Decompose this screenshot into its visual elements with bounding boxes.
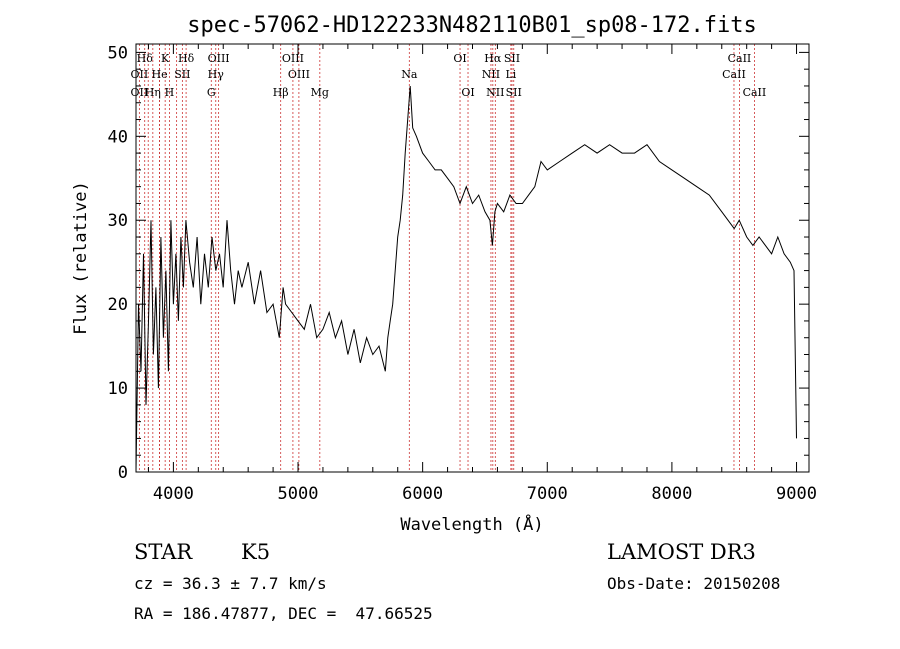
line-label: OIII xyxy=(288,68,310,81)
x-tick-label: 5000 xyxy=(278,484,319,504)
y-axis-ticks: 0 10 20 30 40 50 xyxy=(108,43,809,483)
spectral-subclass: K5 xyxy=(241,540,271,564)
line-label: SII xyxy=(506,86,522,99)
line-label: Hβ xyxy=(273,86,289,99)
line-label: OIII xyxy=(208,52,230,65)
y-tick-label: 50 xyxy=(108,43,128,63)
x-tick-label: 6000 xyxy=(402,484,443,504)
line-label: Hδ xyxy=(178,52,195,65)
line-label: OI xyxy=(461,86,474,99)
line-label: Mg xyxy=(311,86,329,99)
survey-name: LAMOST DR3 xyxy=(607,540,756,564)
line-label: H xyxy=(165,86,175,99)
x-tick-label: 4000 xyxy=(153,484,194,504)
y-tick-label: 0 xyxy=(118,463,128,483)
line-label: Hδ xyxy=(137,52,154,65)
emission-line-markers xyxy=(138,44,755,472)
line-label: Hγ xyxy=(208,68,225,81)
line-label: Hα xyxy=(484,52,502,65)
line-label: He xyxy=(152,68,168,81)
y-tick-label: 10 xyxy=(108,379,128,399)
line-label: G xyxy=(207,86,216,99)
line-label: CaII xyxy=(743,86,767,99)
x-tick-label: 8000 xyxy=(651,484,692,504)
spectrum-line xyxy=(135,85,797,473)
x-tick-label: 9000 xyxy=(776,484,817,504)
line-label: SII xyxy=(174,68,190,81)
line-label: Li xyxy=(505,68,516,81)
line-label: Na xyxy=(401,68,418,81)
line-label: SII xyxy=(504,52,520,65)
observation-date: Obs-Date: 20150208 xyxy=(607,574,781,593)
line-label: NII xyxy=(482,68,500,81)
line-label: K xyxy=(161,52,170,65)
redshift-cz: cz = 36.3 ± 7.7 km/s xyxy=(134,574,327,593)
object-class: STAR xyxy=(134,540,193,564)
y-tick-label: 20 xyxy=(108,295,128,315)
x-axis-label: Wavelength (Å) xyxy=(400,513,543,535)
line-label: NII xyxy=(486,86,504,99)
x-tick-label: 7000 xyxy=(527,484,568,504)
line-label: OII xyxy=(131,86,149,99)
y-axis-label: Flux (relative) xyxy=(71,181,91,335)
ra-dec-coordinates: RA = 186.47877, DEC = 47.66525 xyxy=(134,604,433,623)
line-label: CaII xyxy=(728,52,752,65)
line-label: OI xyxy=(453,52,466,65)
x-axis-ticks: 4000 5000 6000 7000 8000 9000 xyxy=(147,44,817,504)
chart-title: spec-57062-HD122233N482110B01_sp08-172.f… xyxy=(187,13,757,38)
y-tick-label: 30 xyxy=(108,211,128,231)
plot-frame xyxy=(135,43,810,473)
line-label: Hη xyxy=(145,86,161,99)
line-label: CaII xyxy=(722,68,746,81)
line-label: OIII xyxy=(282,52,304,65)
line-label: OII xyxy=(131,68,149,81)
y-tick-label: 40 xyxy=(108,127,128,147)
